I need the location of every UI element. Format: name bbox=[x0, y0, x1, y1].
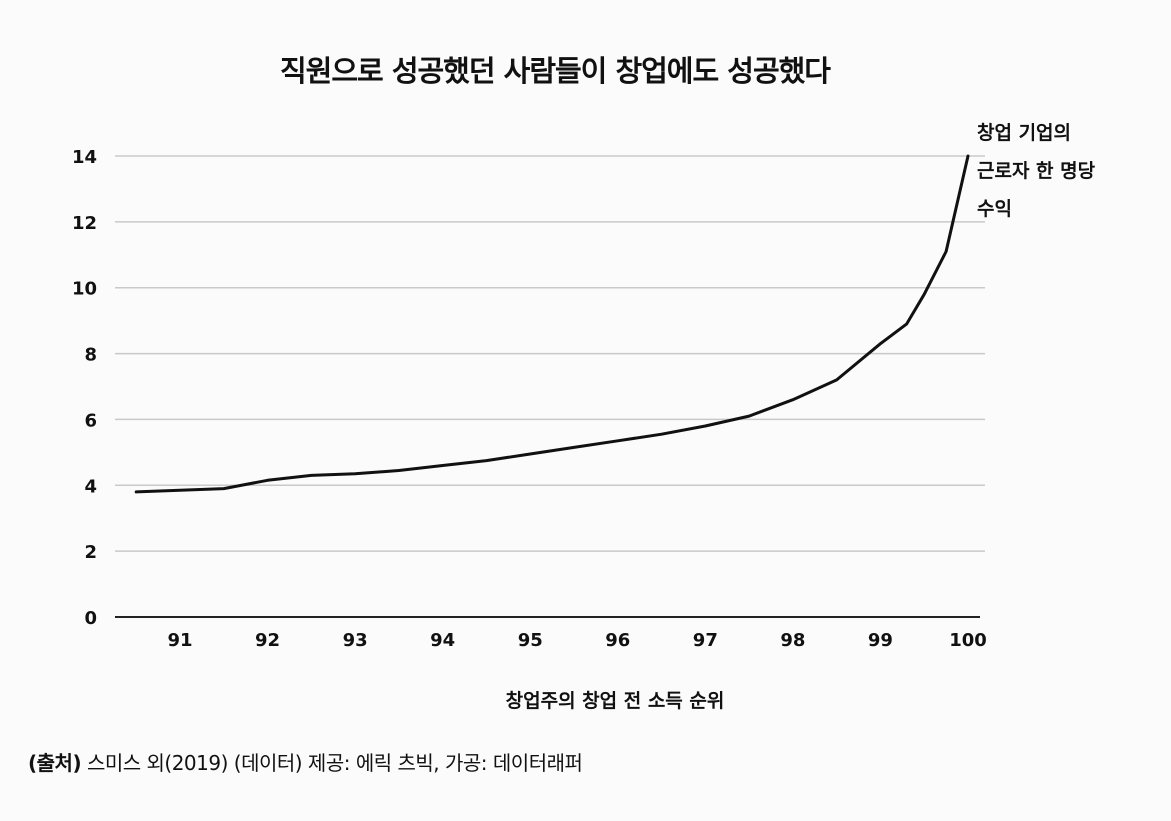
series-line-0 bbox=[134, 154, 970, 494]
y-tick-label-4: 4 bbox=[84, 476, 97, 497]
x-tick-label-94: 94 bbox=[430, 630, 455, 651]
y-tick-label-12: 12 bbox=[72, 213, 97, 234]
x-axis-label: 창업주의 창업 전 소득 순위 bbox=[506, 690, 725, 712]
x-tick-label-97: 97 bbox=[693, 630, 718, 651]
y-tick-label-10: 10 bbox=[72, 279, 97, 300]
x-tick-label-100: 100 bbox=[949, 630, 987, 651]
source-note: (출처) 스미스 외(2019) (데이터) 제공: 에릭 츠빅, 가공: 데이… bbox=[28, 747, 583, 776]
x-tick-label-91: 91 bbox=[167, 630, 192, 651]
series-label-line-0: 창업 기업의 bbox=[977, 122, 1071, 144]
y-tick-label-6: 6 bbox=[84, 410, 97, 431]
y-tick-label-0: 0 bbox=[84, 608, 97, 629]
y-tick-label-2: 2 bbox=[84, 542, 97, 563]
series-group bbox=[134, 154, 970, 494]
x-tick-label-99: 99 bbox=[868, 630, 893, 651]
source-label: (출처) bbox=[28, 751, 82, 775]
x-axis-ticks: 91 92 93 94 95 96 97 98 99 100 bbox=[167, 630, 986, 651]
series-label-line-2: 수익 bbox=[977, 198, 1012, 220]
x-tick-label-98: 98 bbox=[780, 630, 805, 651]
grid-lines bbox=[115, 155, 985, 552]
x-tick-label-93: 93 bbox=[343, 630, 368, 651]
x-tick-label-95: 95 bbox=[518, 630, 543, 651]
series-label-line-1: 근로자 한 명당 bbox=[977, 160, 1096, 182]
x-tick-label-96: 96 bbox=[605, 630, 630, 651]
y-tick-label-14: 14 bbox=[72, 147, 97, 168]
chart-title: 직원으로 성공했던 사람들이 창업에도 성공했다 bbox=[280, 54, 831, 88]
y-axis-ticks: 0 2 4 6 8 10 12 14 bbox=[72, 147, 97, 629]
y-tick-label-8: 8 bbox=[84, 345, 97, 366]
source-text: 스미스 외(2019) (데이터) 제공: 에릭 츠빅, 가공: 데이터래퍼 bbox=[81, 751, 583, 775]
x-tick-label-92: 92 bbox=[255, 630, 280, 651]
